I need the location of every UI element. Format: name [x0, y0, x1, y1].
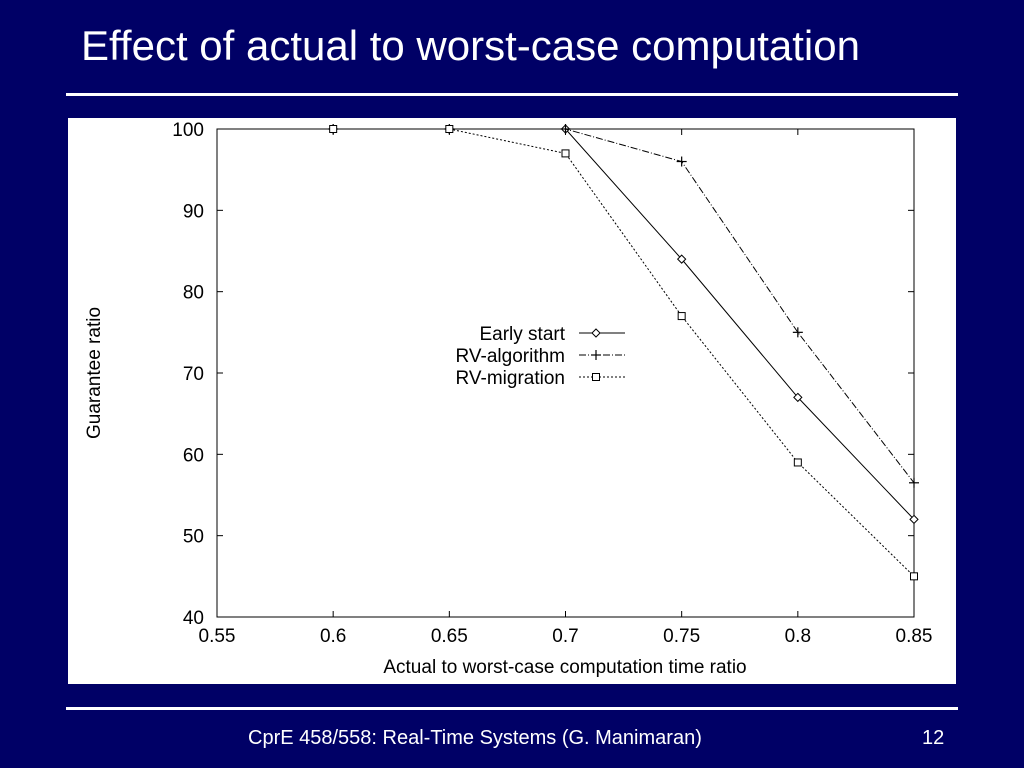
y-tick-label: 80 [183, 283, 204, 304]
x-tick-label: 0.55 [199, 626, 236, 647]
legend-item: RV-migration [456, 368, 625, 389]
legend-label: RV-algorithm [456, 346, 565, 367]
y-axis-label: Guarantee ratio [84, 307, 105, 439]
footer-divider [66, 707, 958, 710]
x-tick-label: 0.85 [896, 626, 933, 647]
data-point-square [910, 572, 918, 581]
data-point-square [793, 458, 802, 467]
x-axis-label: Actual to worst-case computation time ra… [383, 657, 746, 678]
x-tick-label: 0.7 [552, 626, 578, 647]
x-tick-label: 0.6 [320, 626, 346, 647]
chart-figure: 0.55 0.6 0.65 0.7 0.75 0.8 0.85 40 50 60 70 80 90 10… [68, 118, 956, 684]
series-rv-algorithm [328, 124, 919, 488]
x-tick-label: 0.65 [431, 626, 468, 647]
y-tick-label: 40 [183, 608, 204, 629]
y-tick-label: 100 [172, 120, 204, 141]
data-point-diamond [909, 514, 919, 525]
data-point-square [445, 125, 454, 133]
title-divider [66, 93, 958, 96]
data-point-diamond [793, 392, 803, 403]
data-point-diamond [676, 254, 687, 264]
legend-label: RV-migration [456, 368, 565, 389]
legend-item: Early start [479, 324, 625, 345]
series-rv-migration [329, 125, 918, 581]
series-line [333, 128, 915, 484]
data-point-square [561, 149, 570, 158]
legend-item: RV-algorithm [456, 346, 625, 367]
y-axis-ticks: 40 50 60 70 80 90 100 [172, 120, 914, 629]
x-axis-ticks: 0.55 0.6 0.65 0.7 0.75 0.8 0.85 [199, 129, 933, 647]
slide-title: Effect of actual to worst-case computati… [81, 22, 860, 69]
data-point-plus [792, 327, 803, 338]
data-point-square [677, 312, 686, 321]
line-chart: 0.55 0.6 0.65 0.7 0.75 0.8 0.85 40 50 60 70 80 90 10… [84, 120, 933, 678]
series-line [333, 128, 915, 520]
x-tick-label: 0.75 [663, 626, 700, 647]
footer-course: CprE 458/558: Real-Time Systems (G. Mani… [248, 727, 702, 749]
data-point-diamond [591, 328, 601, 338]
legend-label: Early start [479, 324, 565, 345]
x-tick-label: 0.8 [785, 626, 811, 647]
series-line [333, 128, 915, 577]
data-point-plus [560, 124, 571, 134]
plot-frame [216, 128, 915, 618]
data-point-plus [909, 477, 919, 488]
series-early-start [328, 124, 919, 525]
y-tick-label: 50 [183, 527, 204, 548]
data-point-square [329, 125, 338, 133]
y-tick-label: 90 [183, 201, 204, 222]
y-tick-label: 70 [183, 364, 204, 385]
data-point-plus [591, 350, 601, 360]
y-tick-label: 60 [183, 445, 204, 466]
page-number: 12 [922, 727, 945, 749]
data-point-square [592, 373, 600, 381]
data-point-plus [676, 156, 687, 167]
series-layer [328, 124, 919, 581]
